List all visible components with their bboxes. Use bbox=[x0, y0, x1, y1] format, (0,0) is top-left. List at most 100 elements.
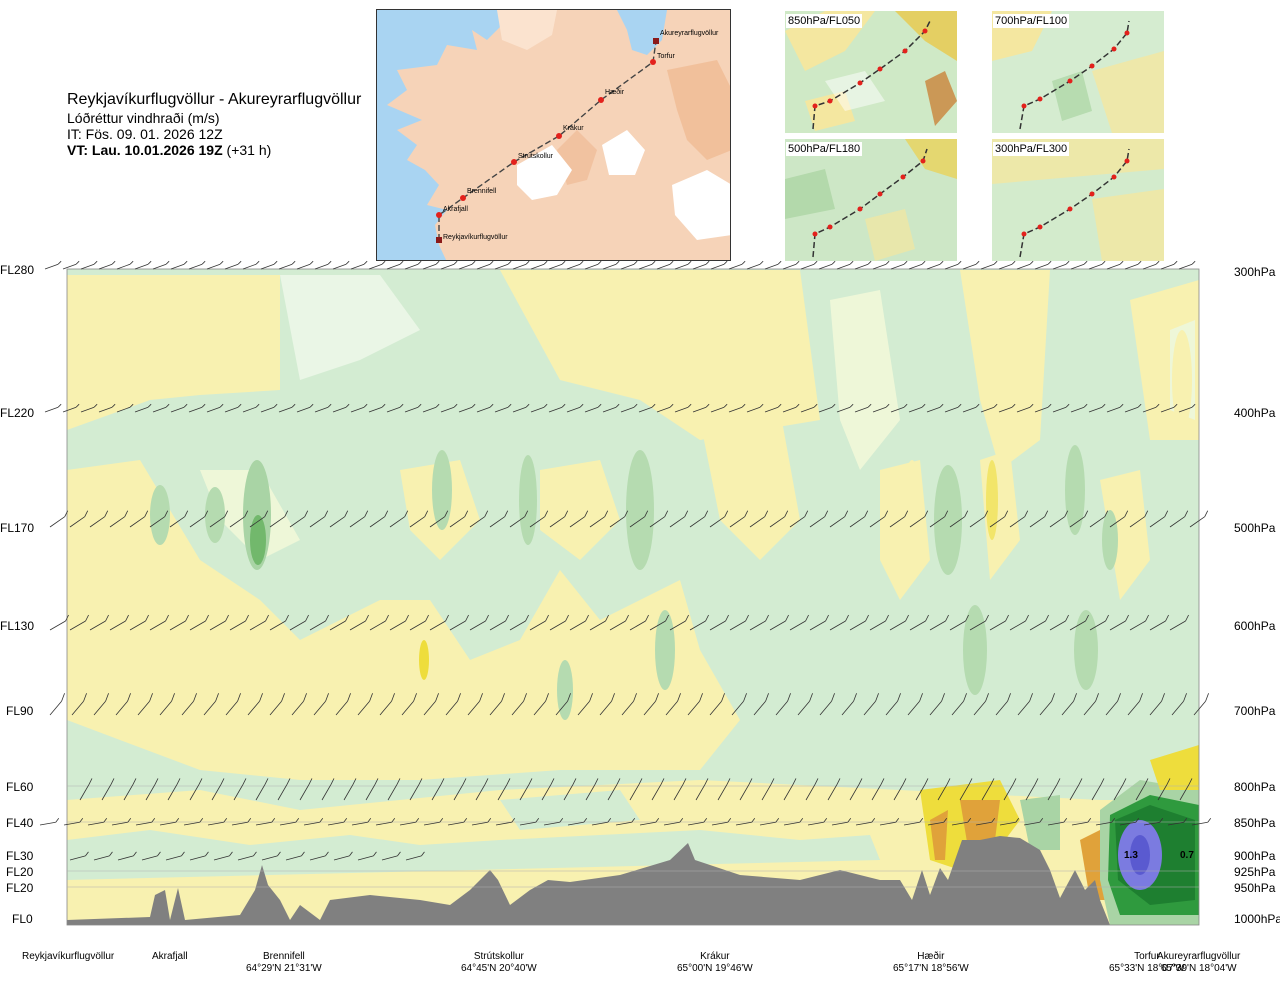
wind-barb-flag bbox=[1137, 260, 1142, 265]
wind-barb-flag bbox=[799, 817, 804, 823]
wind-barb-flag bbox=[880, 778, 885, 785]
wind-barb-flag bbox=[1025, 614, 1029, 622]
wind-barb-flag bbox=[93, 403, 98, 408]
wind-barb-flag bbox=[405, 614, 409, 622]
wind-barb-flag bbox=[584, 510, 589, 517]
wind-barb-shaft bbox=[869, 516, 885, 528]
wind-barb-flag bbox=[1029, 260, 1034, 265]
wind-barb-shaft bbox=[669, 516, 685, 528]
wind-barb-flag bbox=[867, 403, 872, 408]
hpa-label-700: 700hPa bbox=[1234, 704, 1276, 718]
wind-barb-shaft bbox=[209, 620, 226, 631]
wind-barb-flag bbox=[1012, 778, 1017, 785]
wind-barb-flag bbox=[215, 693, 219, 702]
wind-barb-shaft bbox=[739, 784, 750, 801]
hpa-label-1000: 1000hPa bbox=[1234, 912, 1280, 926]
wind-barb-flag bbox=[440, 778, 445, 785]
wind-barb-flag bbox=[1165, 614, 1169, 622]
wind-barb-flag bbox=[585, 614, 589, 622]
wind-barb-flag bbox=[679, 817, 684, 823]
level-map-850[interactable]: 850hPa/FL050 bbox=[785, 11, 957, 133]
wind-barb-shaft bbox=[1178, 406, 1193, 413]
wind-barb-flag bbox=[1125, 614, 1129, 622]
wind-barb-shaft bbox=[1069, 516, 1085, 528]
wind-barb-shaft bbox=[849, 620, 866, 631]
wind-barb-shaft bbox=[365, 784, 376, 801]
wind-barb-shaft bbox=[980, 406, 995, 413]
wind-barb-shaft bbox=[423, 821, 440, 826]
wind-barb-shaft bbox=[1109, 620, 1126, 631]
wind-barb-shaft bbox=[1088, 406, 1103, 413]
location-coord: 65°33'N 18°07'W bbox=[1109, 963, 1185, 974]
wind-barb-shaft bbox=[489, 700, 502, 716]
wind-barb-flag bbox=[1095, 693, 1099, 702]
wind-barb-flag bbox=[165, 260, 170, 265]
hpa-label-900: 900hPa bbox=[1234, 849, 1276, 863]
wind-barb-shaft bbox=[909, 516, 925, 528]
wind-barb-flag bbox=[705, 614, 709, 622]
wind-barb-flag bbox=[787, 693, 791, 702]
wind-barb-shaft bbox=[709, 516, 725, 528]
wind-barb-flag bbox=[396, 778, 401, 785]
wind-barb-flag bbox=[939, 403, 944, 408]
wind-barb-shaft bbox=[1089, 620, 1106, 631]
wind-barb-flag bbox=[751, 817, 756, 823]
wind-barb-flag bbox=[963, 693, 967, 702]
wind-barb-shaft bbox=[159, 821, 176, 826]
wind-barb-flag bbox=[424, 510, 429, 517]
wind-barb-flag bbox=[1101, 260, 1106, 265]
wind-barb-shaft bbox=[115, 700, 128, 716]
wind-barb-shaft bbox=[111, 821, 128, 826]
wind-barb-shaft bbox=[269, 516, 285, 528]
wind-barb-flag bbox=[1119, 403, 1124, 408]
wind-barb-flag bbox=[941, 693, 945, 702]
level-map-300[interactable]: 300hPa/FL300 bbox=[992, 139, 1164, 261]
wind-barb-shaft bbox=[1016, 263, 1031, 270]
wind-barb-flag bbox=[1161, 693, 1165, 702]
wind-barb-shaft bbox=[375, 821, 392, 826]
wind-barb-flag bbox=[303, 693, 307, 702]
level-map-700-svg bbox=[992, 11, 1164, 133]
level-map-300-svg bbox=[992, 139, 1164, 261]
wind-barb-flag bbox=[975, 260, 980, 265]
wind-barb-flag bbox=[897, 693, 901, 702]
wind-barb-shaft bbox=[422, 406, 437, 413]
wind-barb-flag bbox=[770, 778, 775, 785]
wind-barb-flag bbox=[352, 778, 357, 785]
wind-barb-shaft bbox=[1167, 821, 1184, 826]
wind-barb-shaft bbox=[169, 620, 186, 631]
wind-barb-shaft bbox=[949, 620, 966, 631]
wind-barb-flag bbox=[79, 817, 84, 823]
wind-barb-flag bbox=[885, 260, 890, 265]
wind-barb-shaft bbox=[926, 263, 941, 270]
wind-barb-shaft bbox=[863, 700, 876, 716]
wind-barb-shaft bbox=[674, 406, 689, 413]
wind-barb-flag bbox=[84, 510, 89, 517]
level-map-700[interactable]: 700hPa/FL100 bbox=[992, 11, 1164, 133]
wind-barb-flag bbox=[1188, 778, 1193, 785]
wind-barb-shaft bbox=[1034, 263, 1049, 270]
wind-barb-shaft bbox=[789, 620, 806, 631]
level-map-500[interactable]: 500hPa/FL180 bbox=[785, 139, 957, 261]
wind-barb-flag bbox=[964, 510, 969, 517]
wind-barb-shaft bbox=[1169, 516, 1185, 528]
valid-time-offset: (+31 h) bbox=[226, 142, 272, 158]
wind-barb-shaft bbox=[189, 855, 206, 861]
wind-barb-flag bbox=[327, 260, 332, 265]
wind-barb-flag bbox=[625, 614, 629, 622]
wind-barb-flag bbox=[777, 403, 782, 408]
wind-barb-flag bbox=[939, 260, 944, 265]
wind-barb-flag bbox=[479, 693, 483, 702]
wind-barb-shaft bbox=[1089, 516, 1105, 528]
wind-barb-shaft bbox=[87, 821, 104, 826]
wind-barb-shaft bbox=[872, 406, 887, 413]
wind-barb-shaft bbox=[746, 406, 761, 413]
wind-barb-shaft bbox=[1049, 516, 1065, 528]
wind-barb-shaft bbox=[1142, 406, 1157, 413]
wind-barb-flag bbox=[784, 510, 789, 517]
wind-barb-shaft bbox=[137, 700, 150, 716]
wind-barb-flag bbox=[1144, 510, 1149, 517]
wind-barb-flag bbox=[364, 510, 369, 517]
wind-barb-shaft bbox=[368, 263, 383, 270]
wind-barb-flag bbox=[295, 817, 300, 823]
